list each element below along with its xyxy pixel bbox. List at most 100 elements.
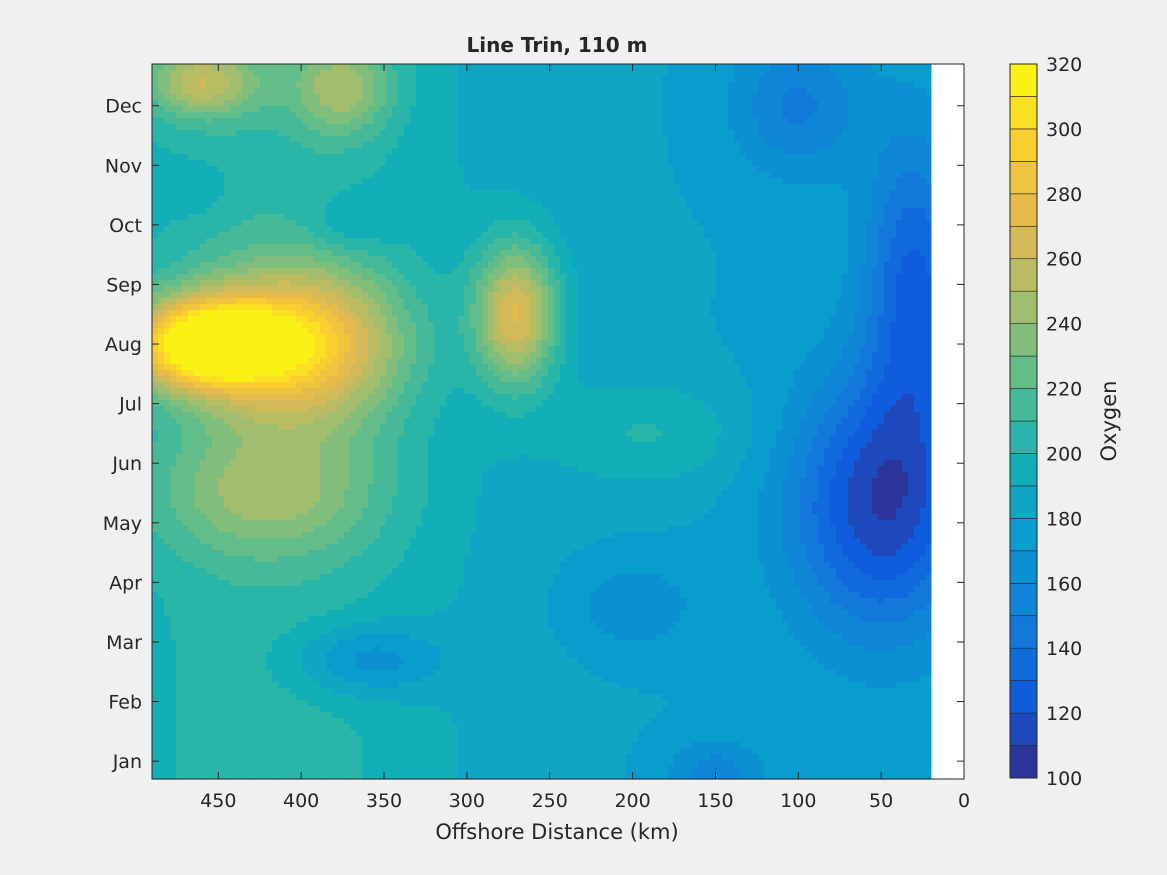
contour-cell xyxy=(656,142,663,149)
contour-cell xyxy=(386,136,393,143)
contour-cell xyxy=(380,172,387,179)
contour-cell xyxy=(542,214,549,221)
contour-cell xyxy=(644,172,651,179)
contour-cell xyxy=(470,208,477,215)
contour-cell xyxy=(608,256,615,263)
contour-cell xyxy=(188,244,195,251)
contour-cell xyxy=(914,70,921,77)
contour-cell xyxy=(788,166,795,173)
contour-cell xyxy=(716,178,723,185)
contour-cell xyxy=(566,124,573,131)
contour-cell xyxy=(260,202,267,209)
contour-cell xyxy=(818,64,825,71)
contour-cell xyxy=(872,184,879,191)
contour-cell xyxy=(368,190,375,197)
contour-cell xyxy=(404,232,411,239)
contour-cell xyxy=(752,118,759,125)
contour-cell xyxy=(218,256,225,263)
contour-cell xyxy=(572,94,579,101)
contour-cell xyxy=(908,106,915,113)
contour-cell xyxy=(920,142,927,149)
contour-cell xyxy=(758,202,765,209)
contour-cell xyxy=(644,214,651,221)
contour-cell xyxy=(704,76,711,83)
contour-cell xyxy=(170,286,177,293)
contour-cell xyxy=(536,130,543,137)
contour-cell xyxy=(836,226,843,233)
contour-cell xyxy=(776,262,783,269)
contour-cell xyxy=(188,202,195,209)
contour-cell xyxy=(752,136,759,143)
contour-cell xyxy=(398,64,405,71)
contour-cell xyxy=(386,148,393,155)
contour-cell xyxy=(392,82,399,89)
contour-cell xyxy=(212,274,219,281)
contour-cell xyxy=(638,262,645,269)
contour-cell xyxy=(680,94,687,101)
contour-cell xyxy=(362,196,369,203)
contour-cell xyxy=(470,76,477,83)
contour-cell xyxy=(176,190,183,197)
contour-cell xyxy=(506,238,513,245)
contour-cell xyxy=(884,142,891,149)
contour-cell xyxy=(536,226,543,233)
contour-cell xyxy=(530,166,537,173)
contour-cell xyxy=(422,202,429,209)
contour-cell xyxy=(278,154,285,161)
contour-cell xyxy=(392,274,399,281)
contour-cell xyxy=(272,76,279,83)
contour-cell xyxy=(668,112,675,119)
contour-cell xyxy=(680,286,687,293)
contour-cell xyxy=(800,100,807,107)
contour-cell xyxy=(920,166,927,173)
contour-cell xyxy=(710,130,717,137)
contour-cell xyxy=(206,190,213,197)
contour-cell xyxy=(710,64,717,71)
contour-cell xyxy=(350,202,357,209)
contour-cell xyxy=(668,64,675,71)
contour-cell xyxy=(224,166,231,173)
contour-cell xyxy=(656,226,663,233)
contour-cell xyxy=(782,202,789,209)
contour-cell xyxy=(332,148,339,155)
contour-cell xyxy=(176,106,183,113)
contour-cell xyxy=(902,142,909,149)
contour-cell xyxy=(692,124,699,131)
contour-cell xyxy=(596,64,603,71)
contour-cell xyxy=(164,118,171,125)
contour-cell xyxy=(584,106,591,113)
contour-cell xyxy=(380,106,387,113)
contour-cell xyxy=(194,148,201,155)
contour-cell xyxy=(152,154,159,161)
contour-cell xyxy=(578,262,585,269)
contour-cell xyxy=(392,226,399,233)
contour-cell xyxy=(218,82,225,89)
contour-cell xyxy=(284,64,291,71)
contour-cell xyxy=(278,250,285,257)
contour-cell xyxy=(692,178,699,185)
contour-cell xyxy=(722,94,729,101)
contour-cell xyxy=(728,130,735,137)
contour-cell xyxy=(272,262,279,269)
contour-cell xyxy=(320,280,327,287)
contour-cell xyxy=(350,226,357,233)
contour-cell xyxy=(914,178,921,185)
contour-cell xyxy=(212,238,219,245)
contour-cell xyxy=(368,226,375,233)
contour-cell xyxy=(254,202,261,209)
contour-cell xyxy=(356,292,363,299)
contour-cell xyxy=(782,112,789,119)
contour-cell xyxy=(830,88,837,95)
contour-cell xyxy=(752,208,759,215)
contour-cell xyxy=(506,154,513,161)
contour-cell xyxy=(896,184,903,191)
contour-cell xyxy=(806,226,813,233)
contour-cell xyxy=(668,274,675,281)
contour-cell xyxy=(248,226,255,233)
contour-cell xyxy=(770,196,777,203)
contour-cell xyxy=(278,106,285,113)
contour-cell xyxy=(770,160,777,167)
contour-cell xyxy=(182,154,189,161)
contour-cell xyxy=(224,82,231,89)
contour-cell xyxy=(392,280,399,287)
